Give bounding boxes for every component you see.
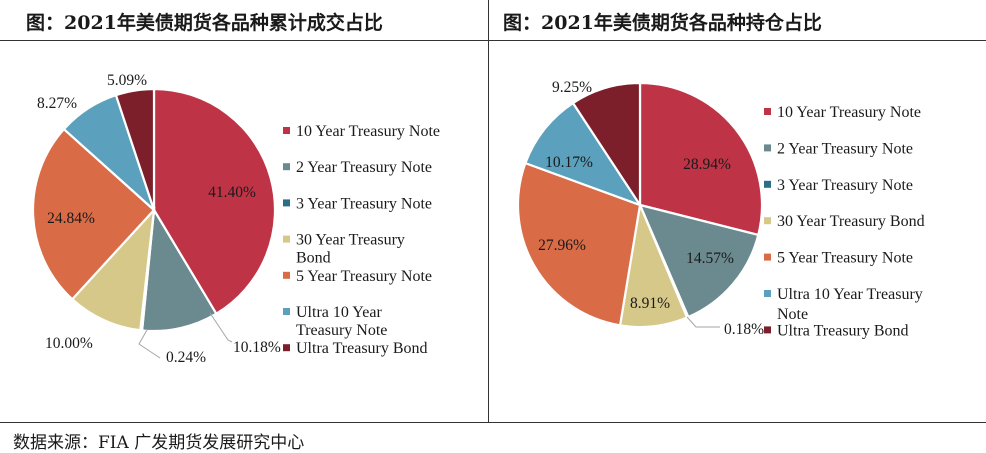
data-label-3y: 0.18% [724,321,764,338]
legend-label-10y: 10 Year Treasury Note [296,123,440,140]
legend-label-5y: 5 Year Treasury Note [296,268,432,285]
bottom-rule [0,422,986,423]
leader-line-3y [138,329,161,359]
data-label-ultra10y: 10.17% [545,154,593,171]
legend-marker-ultra-bond [283,344,290,352]
data-label-30y: 10.00% [45,335,93,352]
legend-marker-10y [764,108,771,115]
leader-line-2y [209,312,233,343]
pie-slice-ultra10y [524,101,643,208]
leader-line-3y [686,316,720,328]
left-title-bar: 图：2021年美债期货各品种累计成交占比 [0,0,489,41]
legend-marker-3y [283,199,290,207]
data-label-ultra10y: 8.27% [37,95,77,112]
data-label-ultra-bond: 9.25% [552,79,592,96]
legend-marker-10y [283,127,290,134]
legend-marker-2y [283,163,290,171]
legend-label-3y: 3 Year Treasury Note [296,195,432,212]
pie-slice-5y [516,161,642,327]
data-label-10y: 41.40% [208,184,256,201]
legend-marker-3y [764,180,771,188]
data-label-30y: 8.91% [630,295,670,312]
data-label-10y: 28.94% [683,156,731,173]
left-panel: 图：2021年美债期货各品种累计成交占比 41.40% 10.18% 0.24% 10… [0,0,489,422]
legend-label-5y: 5 Year Treasury Note [777,250,913,267]
pie-slice-ultra-bond [114,87,156,211]
legend-label-2y: 2 Year Treasury Note [296,159,432,176]
legend-label-ultra-bond: Ultra Treasury Bond [296,340,428,357]
pie-slice-5y [31,127,156,301]
data-label-ultra-bond: 5.09% [107,72,147,89]
data-label-5y: 24.84% [47,210,95,227]
legend-label-30y: 30 Year Treasury Bond [296,232,405,267]
legend-marker-5y [764,253,771,261]
pie-chart-open-interest: 28.94% 14.57% 0.18% 8.91% 27.96% 10.17% 9.25% 1… [516,79,925,339]
legend-marker-2y [764,144,771,152]
data-label-3y: 0.24% [166,349,206,366]
legend-marker-ultra-bond [764,326,771,334]
legend-marker-30y [764,217,771,225]
legend-label-2y: 2 Year Treasury Note [777,140,913,157]
pie-slice-ultra-bond [571,81,642,209]
legend-marker-ultra10y [764,290,771,297]
legend-label-ultra10y: Ultra 10 Year Treasury Note [777,286,923,323]
legend-label-30y: 30 Year Treasury Bond [777,213,925,230]
legend-label-ultra10y: Ultra 10 Year Treasury Note [296,304,387,339]
pie-slice-10y [152,87,277,316]
chart-title-open-interest: 图：2021年美债期货各品种持仓占比 [503,12,822,34]
legend-marker-ultra10y [283,308,290,315]
panel-divider [488,0,489,422]
pie-slice-30y [70,206,156,332]
pie-slice-2y [638,203,760,319]
legend-label-10y: 10 Year Treasury Note [777,104,921,121]
legend-marker-30y [283,235,290,243]
chart-title-volume: 图：2021年美债期货各品种累计成交占比 [26,12,383,34]
data-label-2y: 14.57% [686,250,734,267]
right-title-bar: 图：2021年美债期货各品种持仓占比 [489,0,986,41]
pie-slice-10y [638,81,764,237]
legend-marker-5y [283,271,290,279]
source-note: 数据来源：FIA 广发期货发展研究中心 [13,433,305,453]
pie-slice-2y [140,206,218,333]
data-label-5y: 27.96% [538,237,586,254]
right-panel: 图：2021年美债期货各品种持仓占比 28.94% 14.57% 0.18% 8.91… [489,0,986,422]
legend-label-3y: 3 Year Treasury Note [777,177,913,194]
data-label-2y: 10.18% [233,339,281,356]
pie-chart-volume: 41.40% 10.18% 0.24% 10.00% 24.84% 8.27% 5.09% 1… [31,72,440,366]
legend-label-ultra-bond: Ultra Treasury Bond [777,322,909,339]
